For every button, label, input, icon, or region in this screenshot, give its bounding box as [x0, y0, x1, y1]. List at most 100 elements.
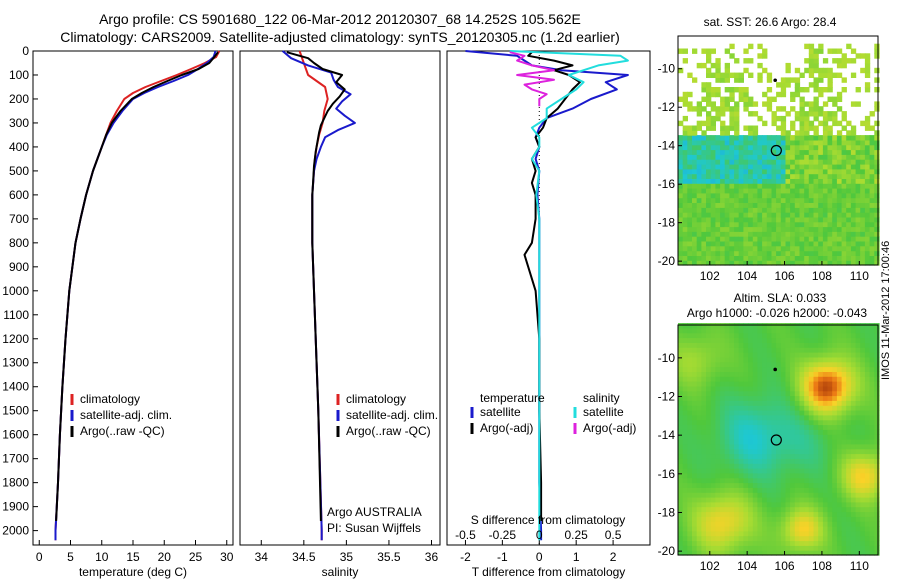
map-cell	[710, 390, 716, 397]
map-cell	[729, 327, 735, 334]
map-cell	[808, 139, 815, 146]
map-cell	[752, 381, 759, 387]
map-cell	[860, 149, 866, 155]
map-cell	[822, 202, 829, 208]
map-cell	[874, 154, 880, 160]
map-cell	[850, 395, 857, 401]
map-cell	[757, 443, 763, 450]
map-cell	[822, 58, 829, 64]
map-cell	[715, 414, 721, 421]
map-cell	[720, 245, 726, 252]
map-cell	[808, 106, 815, 112]
map-cell	[766, 501, 773, 508]
map-cell	[804, 202, 810, 208]
map-cell	[701, 352, 707, 358]
map-cell	[682, 327, 688, 334]
map-cell	[813, 511, 819, 517]
map-cell	[860, 366, 866, 372]
map-cell	[678, 231, 684, 237]
map-cell	[729, 154, 735, 160]
map-cell	[696, 501, 702, 508]
map-cell	[682, 221, 688, 228]
map-cell	[790, 439, 796, 445]
map-cell	[682, 125, 688, 131]
map-cell	[799, 356, 805, 363]
map-cell	[720, 545, 726, 551]
map-cell	[799, 255, 805, 261]
map-cell	[729, 516, 735, 522]
map-cell	[799, 236, 805, 242]
map-cell	[776, 550, 782, 556]
map-cell	[743, 400, 749, 406]
map-cell	[869, 448, 875, 455]
map-cell	[822, 197, 829, 203]
map-cell	[752, 347, 759, 353]
map-cell	[822, 164, 829, 170]
map-cell	[692, 501, 698, 508]
map-cell	[855, 342, 861, 348]
map-cell	[706, 240, 712, 247]
map-cell	[757, 497, 763, 503]
map-cell	[710, 419, 716, 426]
map-cell	[827, 72, 833, 78]
map-cell	[808, 183, 815, 189]
map-cell	[864, 342, 871, 348]
map-cell	[841, 188, 847, 194]
map-cell	[794, 82, 801, 88]
map-cell	[715, 347, 721, 353]
map-cell	[794, 67, 801, 74]
map-cell	[799, 550, 805, 556]
map-cell	[860, 395, 866, 401]
map-cell	[780, 545, 787, 551]
map-cell	[724, 385, 730, 392]
map-cell	[836, 545, 843, 551]
map-cell	[720, 405, 726, 411]
map-cell	[794, 366, 801, 372]
map-cell	[827, 216, 833, 223]
map-cell	[822, 419, 829, 426]
map-cell	[715, 139, 721, 146]
map-cell	[743, 216, 749, 223]
map-cell	[841, 472, 847, 479]
map-cell	[776, 347, 782, 353]
map-cell	[822, 192, 829, 199]
x-axis-label: T difference from climatology	[472, 565, 626, 579]
map-cell	[855, 356, 861, 363]
map-cell	[682, 115, 688, 122]
map-cell	[692, 245, 698, 252]
map-cell	[729, 540, 735, 546]
map-cell	[818, 439, 824, 445]
map-cell	[808, 530, 815, 537]
map-cell	[808, 550, 815, 556]
map-cell	[790, 226, 796, 232]
map-cell	[682, 192, 688, 199]
map-cell	[850, 501, 857, 508]
map-cell	[832, 468, 838, 474]
map-cell	[846, 183, 852, 189]
map-cell	[832, 115, 838, 122]
map-cell	[780, 236, 787, 242]
map-cell	[776, 385, 782, 392]
map-cell	[776, 216, 782, 223]
map-cell	[874, 77, 880, 83]
map-cell	[818, 535, 824, 542]
map-cell	[757, 352, 763, 358]
map-cell	[687, 468, 693, 474]
map-cell	[780, 216, 787, 223]
map-cell	[794, 207, 801, 213]
map-cell	[832, 154, 838, 160]
map-cell	[720, 188, 726, 194]
map-cell	[720, 395, 726, 401]
series-line-satellite	[509, 50, 629, 541]
map-cell	[757, 530, 763, 537]
map-cell	[860, 221, 866, 228]
map-cell	[855, 260, 861, 266]
map-cell	[729, 106, 735, 112]
map-cell	[855, 173, 861, 179]
map-cell	[790, 526, 796, 532]
map-cell	[827, 477, 833, 484]
map-cell	[822, 443, 829, 450]
map-cell	[701, 212, 707, 218]
map-cell	[808, 342, 815, 348]
map-cell	[860, 240, 866, 247]
